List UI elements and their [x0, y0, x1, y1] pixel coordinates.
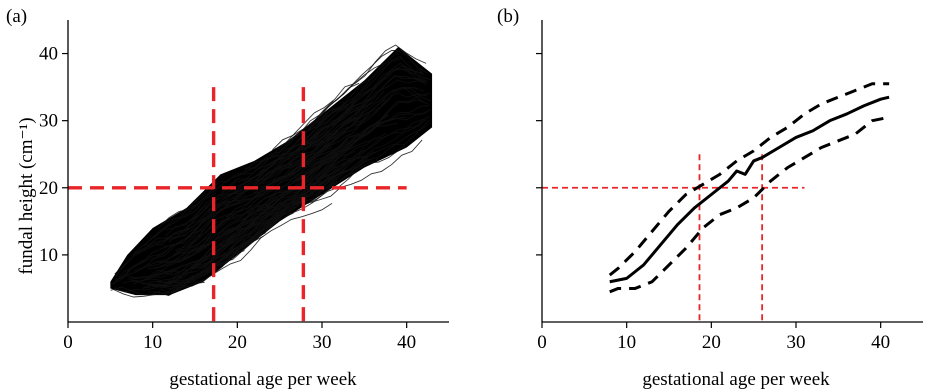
panel-b-x-tick-label: 30 — [787, 332, 806, 353]
panel-b-median-line — [609, 95, 890, 284]
trajectory-line — [212, 220, 264, 257]
panel-b-lower-dashed-line — [609, 115, 890, 294]
trajectory-line — [133, 157, 267, 254]
trajectory-line — [312, 87, 426, 147]
trajectory-line — [178, 204, 270, 264]
trajectory-line — [144, 192, 217, 246]
trajectory-line — [191, 151, 355, 270]
panel-b-x-tick-label: 0 — [537, 332, 547, 353]
trajectory-line — [181, 98, 386, 233]
panel-a-x-axis-title: gestational age per week — [169, 369, 357, 390]
trajectory-line — [301, 86, 425, 168]
trajectory-line — [283, 44, 427, 146]
trajectory-line — [114, 187, 309, 293]
trajectory-line — [148, 166, 342, 284]
panel-b-series — [608, 82, 890, 294]
trajectory-line — [148, 280, 200, 297]
trajectory-line — [111, 214, 214, 285]
trajectory-line — [294, 133, 387, 184]
panel-b-axes: 0 10 20 30 40 — [536, 20, 923, 353]
trajectory-line — [283, 146, 365, 203]
panel-a-axes: 0 10 20 30 40 10 20 30 40 — [39, 20, 449, 353]
trajectory-line — [262, 117, 426, 232]
panel-a-y-tick-label: 40 — [39, 44, 58, 65]
trajectory-line — [175, 140, 349, 251]
trajectory-line — [285, 99, 428, 182]
panel-a: (a) 0 10 20 30 40 10 20 30 40 gestational age pe… — [6, 6, 449, 390]
panel-a-x-tick-label: 30 — [313, 332, 332, 353]
trajectory-line — [165, 103, 359, 240]
panel-a-y-tick-label: 10 — [39, 245, 58, 266]
panel-a-x-tick-label: 40 — [397, 332, 416, 353]
trajectory-line — [147, 142, 331, 269]
trajectory-line — [307, 122, 430, 204]
trajectory-line — [293, 116, 406, 181]
trajectory-line — [158, 180, 230, 229]
trajectory-line — [122, 250, 245, 286]
trajectory-line — [160, 184, 212, 225]
trajectory-line — [228, 152, 362, 251]
panel-a-x-tick-label: 0 — [63, 332, 73, 353]
panel-a-x-tick-label: 10 — [143, 332, 162, 353]
trajectory-line — [320, 98, 372, 131]
trajectory-line — [278, 133, 350, 182]
panel-b-reference-lines — [542, 154, 805, 322]
trajectory-line — [114, 194, 248, 275]
trajectory-line — [115, 246, 197, 281]
trajectory-line — [132, 264, 184, 285]
trajectory-line — [132, 228, 205, 272]
trajectory-line — [202, 155, 366, 274]
trajectory-line — [245, 50, 429, 169]
trajectory-line — [144, 203, 216, 247]
panel-b-x-tick-label: 40 — [871, 332, 890, 353]
panel-a-y-tick-label: 30 — [39, 111, 58, 132]
panel-a-y-axis-title: fundal height (cm⁻¹) — [16, 117, 37, 274]
trajectory-line — [221, 143, 405, 261]
trajectory-line — [190, 101, 354, 222]
trajectory-line — [155, 129, 329, 263]
trajectory-line — [286, 159, 338, 194]
panel-b-upper-dashed-line — [608, 82, 890, 277]
panel-a-reference-lines — [68, 87, 407, 322]
trajectory-line — [127, 269, 179, 280]
trajectory-line — [256, 132, 359, 211]
trajectory-line — [237, 202, 289, 237]
trajectory-line — [267, 92, 431, 206]
trajectory-line — [315, 79, 429, 148]
panel-b: (b) 0 10 20 30 40 gestational age per week — [497, 6, 923, 390]
trajectory-line — [215, 185, 267, 228]
trajectory-line — [220, 155, 364, 258]
trajectory-line — [175, 203, 268, 252]
panel-a-x-tick-label: 20 — [228, 332, 247, 353]
trajectory-line — [209, 202, 333, 277]
trajectory-line — [122, 156, 316, 277]
trajectory-line — [112, 281, 205, 298]
trajectory-line — [304, 75, 427, 149]
panel-a-label: (a) — [6, 6, 27, 27]
trajectory-line — [310, 139, 423, 203]
panel-a-y-tick-label: 20 — [39, 178, 58, 199]
trajectory-line — [261, 90, 385, 185]
trajectory-line — [308, 87, 432, 145]
trajectory-line — [225, 97, 358, 191]
panel-b-x-tick-label: 20 — [702, 332, 721, 353]
panel-b-x-axis-title: gestational age per week — [642, 369, 830, 390]
trajectory-line — [308, 82, 360, 130]
trajectory-line — [318, 56, 421, 124]
panel-b-x-tick-label: 10 — [617, 332, 636, 353]
panel-a-trajectory-cloud — [110, 44, 433, 298]
panel-b-label: (b) — [497, 6, 519, 27]
